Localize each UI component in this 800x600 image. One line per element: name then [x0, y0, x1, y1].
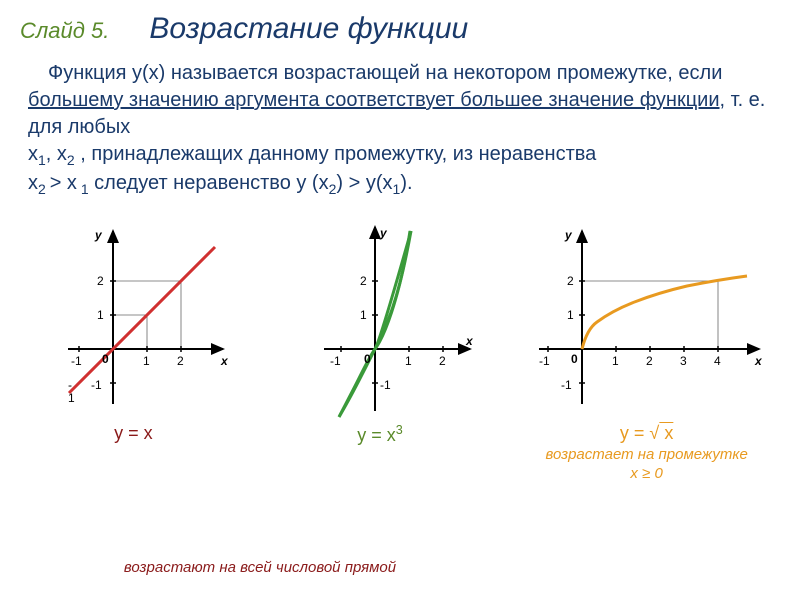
svg-text:-1: -1	[561, 378, 572, 392]
svg-text:y: y	[379, 226, 388, 240]
formula-cubic: y = x3	[357, 423, 403, 446]
chart-cubic: y x 0 1 2 -1 1 2 -1 y = x3	[280, 219, 480, 482]
chart-linear-svg: y x 0 1 2 -1 1 2 -1 - 1	[33, 219, 233, 419]
svg-text:2: 2	[177, 354, 184, 368]
slide-number: Слайд 5.	[20, 18, 109, 44]
svg-text:2: 2	[360, 274, 367, 288]
svg-text:-1: -1	[91, 378, 102, 392]
svg-text:1: 1	[68, 391, 75, 405]
y-axis-label: y	[94, 228, 103, 242]
svg-text:-1: -1	[71, 354, 82, 368]
svg-text:-1: -1	[380, 378, 391, 392]
charts-row: y x 0 1 2 -1 1 2 -1 - 1 y = x	[0, 219, 800, 482]
svg-text:x: x	[754, 354, 763, 368]
shared-caption: возрастают на всей числовой прямой	[60, 559, 460, 576]
svg-text:4: 4	[714, 354, 721, 368]
svg-text:1: 1	[97, 308, 104, 322]
svg-text:-1: -1	[330, 354, 341, 368]
chart-sqrt: y x 0 1 2 3 4 -1 1 2 -1 y = √ x возраста…	[527, 219, 767, 482]
definition-text: Функция y(x) называется возрастающей на …	[0, 54, 800, 209]
page-title: Возрастание функции	[149, 12, 468, 46]
svg-text:-1: -1	[539, 354, 550, 368]
svg-text:2: 2	[439, 354, 446, 368]
sqrt-caption-1: возрастает на промежутке	[545, 446, 747, 463]
svg-text:0: 0	[364, 352, 371, 366]
svg-text:2: 2	[97, 274, 104, 288]
svg-text:y: y	[564, 228, 573, 242]
formula-linear: y = x	[114, 423, 153, 444]
chart-sqrt-svg: y x 0 1 2 3 4 -1 1 2 -1	[527, 219, 767, 419]
sqrt-caption-2: x ≥ 0	[630, 465, 662, 482]
svg-text:x: x	[465, 334, 474, 348]
svg-text:1: 1	[567, 308, 574, 322]
chart-cubic-svg: y x 0 1 2 -1 1 2 -1	[280, 219, 480, 419]
svg-text:3: 3	[680, 354, 687, 368]
svg-text:0: 0	[102, 352, 109, 366]
svg-text:2: 2	[646, 354, 653, 368]
svg-text:1: 1	[405, 354, 412, 368]
svg-text:0: 0	[571, 352, 578, 366]
chart-linear: y x 0 1 2 -1 1 2 -1 - 1 y = x	[33, 219, 233, 482]
svg-text:2: 2	[567, 274, 574, 288]
svg-text:1: 1	[143, 354, 150, 368]
svg-text:-: -	[68, 378, 72, 392]
formula-sqrt: y = √ x	[620, 423, 673, 444]
svg-text:1: 1	[612, 354, 619, 368]
svg-text:1: 1	[360, 308, 367, 322]
x-axis-label: x	[220, 354, 229, 368]
